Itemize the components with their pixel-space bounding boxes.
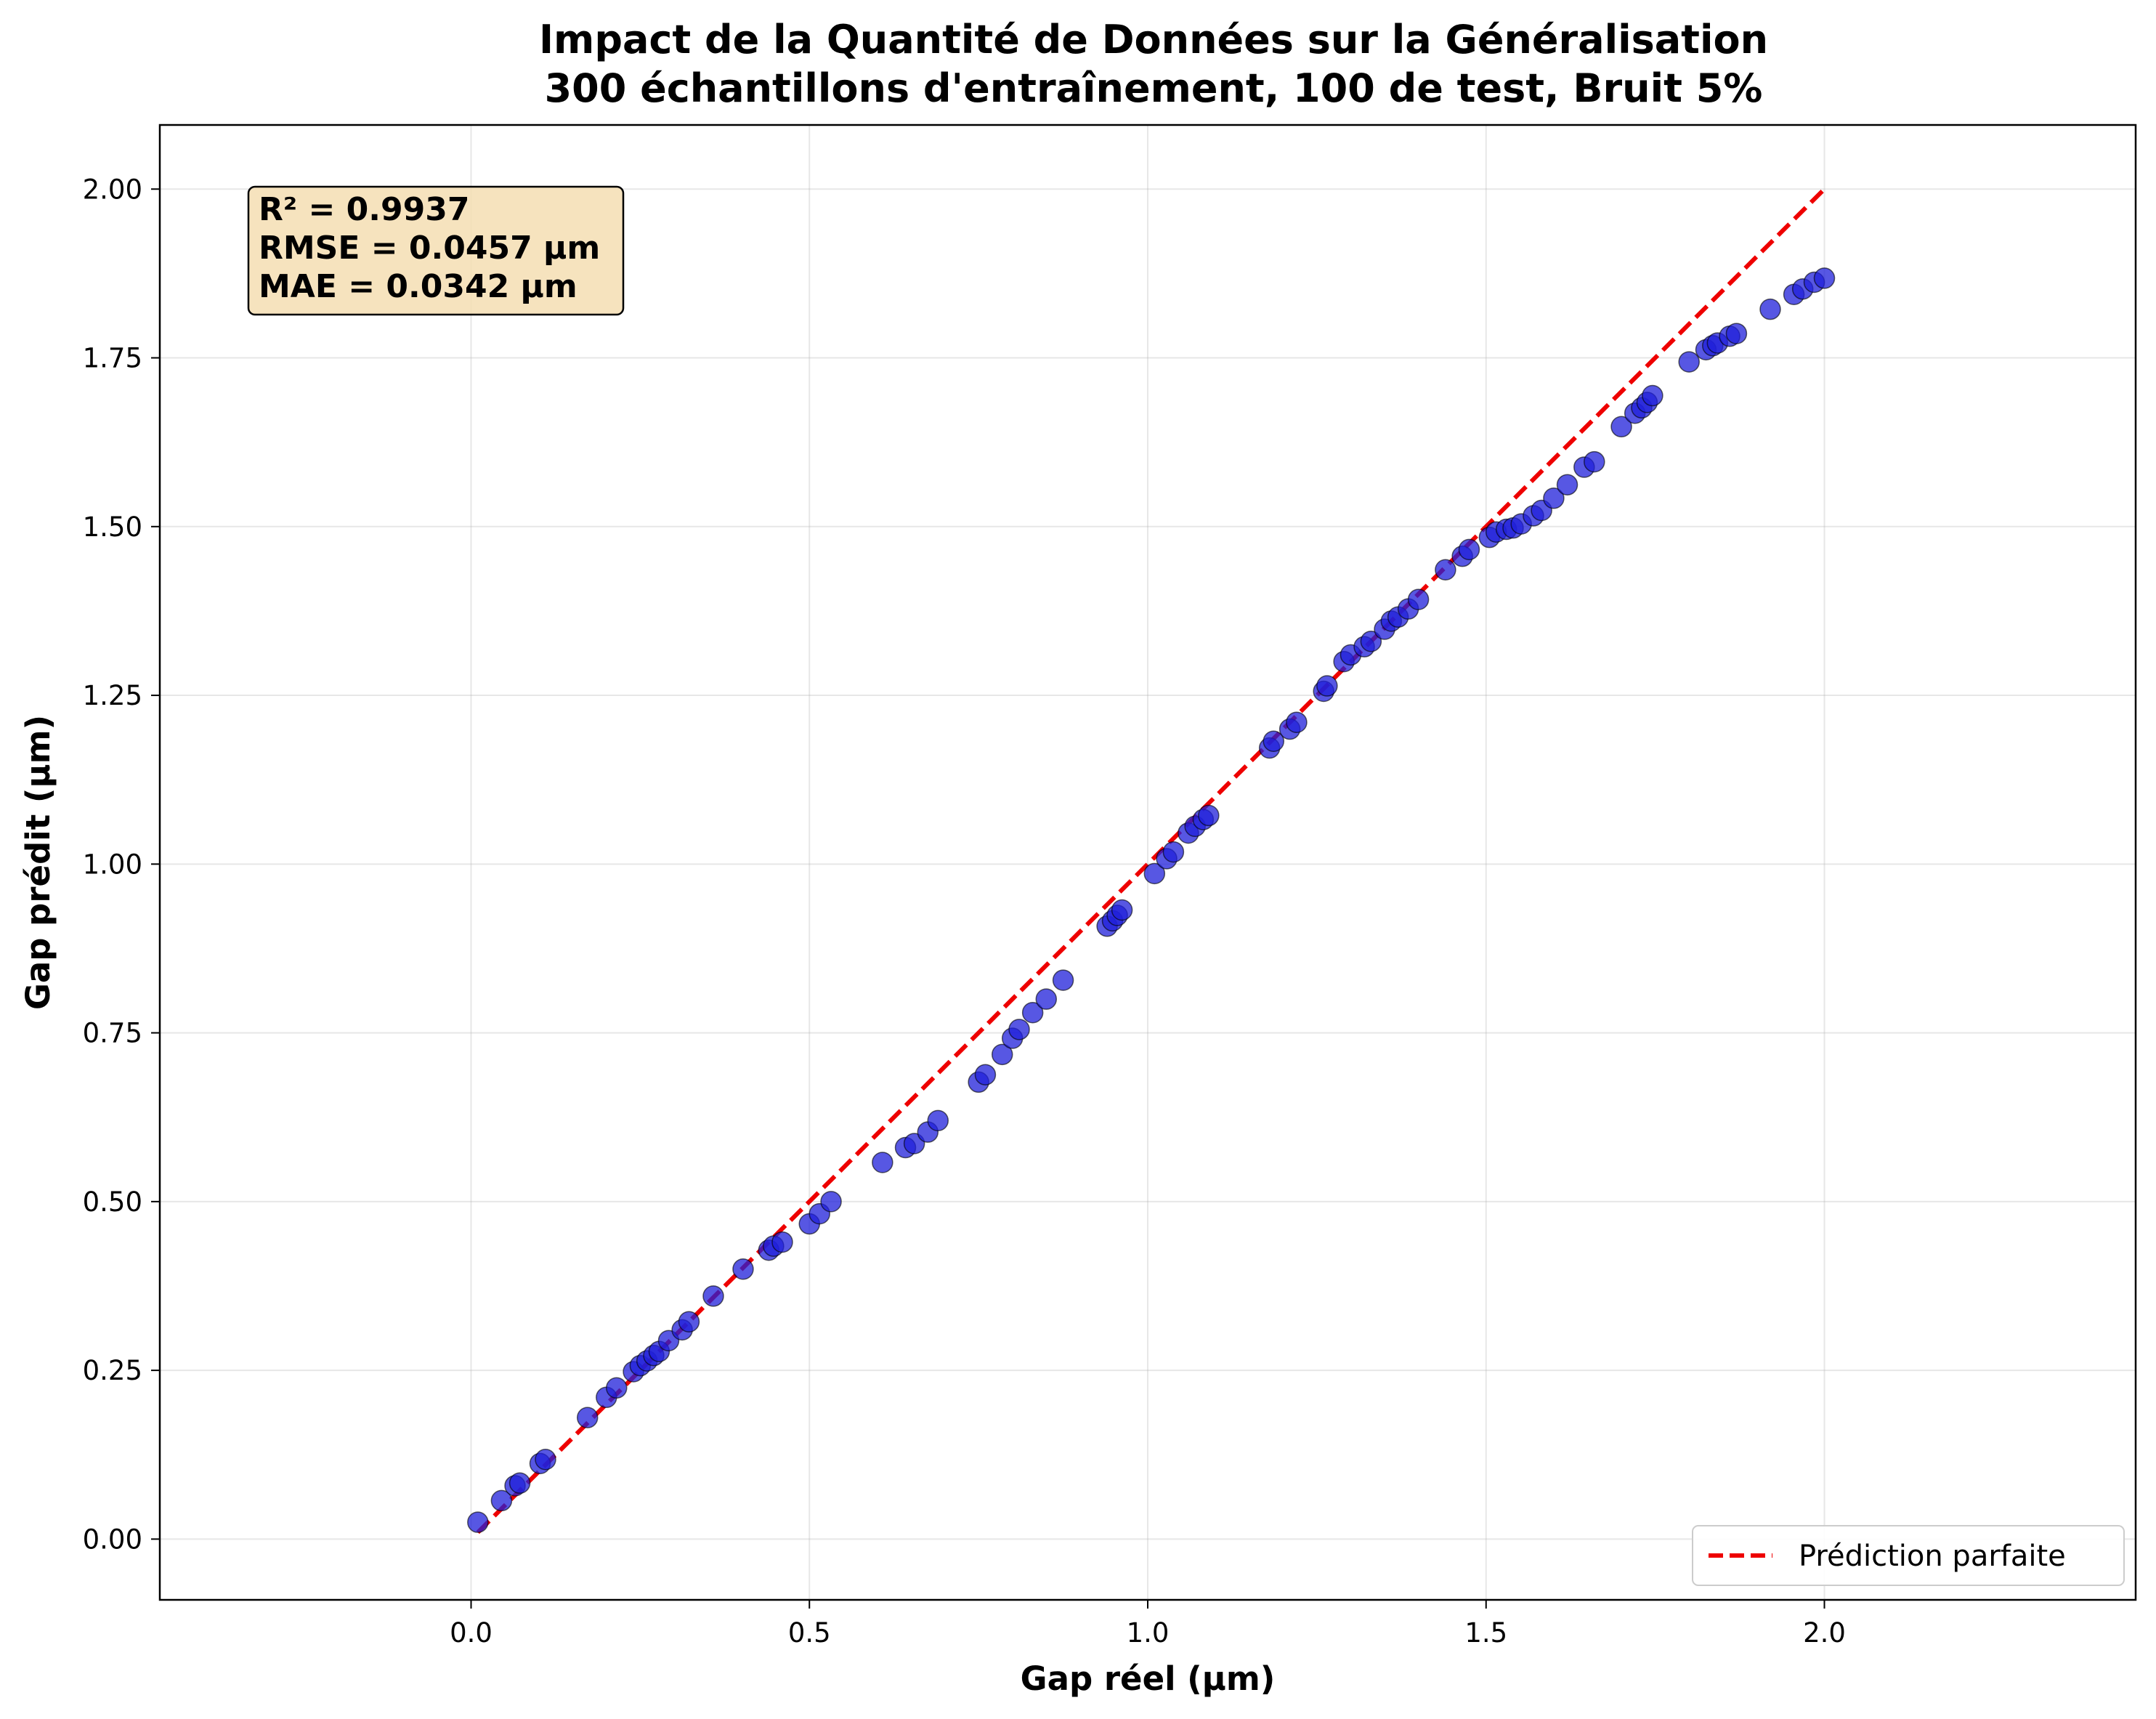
y-tick-label: 0.25 — [83, 1355, 142, 1386]
legend: Prédiction parfaite — [1692, 1525, 2125, 1586]
y-tick-label: 1.00 — [83, 849, 142, 880]
x-tick-label: 0.5 — [788, 1617, 831, 1649]
x-tick-label: 1.0 — [1127, 1617, 1170, 1649]
data-point — [1584, 450, 1605, 473]
data-point — [1035, 988, 1058, 1010]
legend-box — [1692, 1525, 2125, 1586]
data-point — [1198, 804, 1220, 827]
y-tick-label: 2.00 — [83, 174, 142, 205]
chart-subtitle: 300 échantillons d'entraînement, 100 de … — [545, 65, 1763, 111]
data-point — [974, 1064, 997, 1085]
stats-mae: MAE = 0.0342 µm — [259, 268, 578, 305]
data-point — [678, 1311, 700, 1332]
legend-label: Prédiction parfaite — [1799, 1540, 2066, 1573]
data-point — [1759, 298, 1781, 320]
data-point — [508, 1472, 531, 1494]
data-point — [606, 1377, 628, 1399]
data-point — [1360, 630, 1382, 652]
grid — [160, 125, 2136, 1600]
data-point — [1610, 416, 1632, 438]
y-tick-label: 1.50 — [83, 511, 142, 543]
stats-box-background — [247, 185, 625, 316]
data-point — [1556, 474, 1578, 496]
y-tick-label: 1.25 — [83, 680, 142, 711]
data-point — [872, 1152, 893, 1173]
data-point — [820, 1191, 842, 1213]
data-point — [576, 1407, 599, 1428]
data-point — [1263, 730, 1285, 752]
data-point — [1642, 384, 1663, 407]
y-axis-label: Gap prédit (µm) — [19, 715, 57, 1010]
x-axis-label: Gap réel (µm) — [1021, 1659, 1276, 1698]
data-point — [991, 1043, 1013, 1066]
data-point — [1143, 862, 1166, 885]
y-axis-ticks: 0.00 0.25 0.50 0.75 1.00 1.25 1.50 1.75 2.00 — [83, 174, 160, 1555]
chart-title: Impact de la Quantité de Données sur la … — [539, 17, 1768, 62]
stats-box: R² = 0.9937 RMSE = 0.0457 µm MAE = 0.034… — [247, 185, 625, 316]
y-tick-label: 0.75 — [83, 1018, 142, 1049]
x-axis-ticks: 0.0 0.5 1.0 1.5 2.0 — [450, 1600, 1846, 1649]
data-point — [927, 1109, 949, 1132]
data-point — [732, 1258, 754, 1280]
stats-rmse: RMSE = 0.0457 µm — [259, 230, 600, 267]
reference-line-layer — [476, 187, 1826, 1534]
perfect-prediction-line — [476, 187, 1826, 1534]
data-point — [1111, 899, 1133, 921]
x-tick-label: 0.0 — [450, 1617, 493, 1649]
data-point — [1543, 488, 1565, 509]
stats-r2: R² = 0.9937 — [259, 191, 469, 228]
y-tick-label: 1.75 — [83, 343, 142, 374]
data-point — [1725, 323, 1748, 344]
data-point — [535, 1449, 556, 1471]
data-point — [1021, 1001, 1044, 1024]
data-point — [1008, 1019, 1030, 1040]
data-point — [1435, 559, 1456, 581]
data-point — [1052, 969, 1074, 991]
data-point — [771, 1231, 793, 1253]
data-point — [490, 1489, 513, 1512]
data-point — [1813, 267, 1836, 289]
data-point — [1678, 351, 1700, 373]
data-point — [1458, 538, 1480, 561]
y-tick-label: 0.50 — [83, 1186, 142, 1218]
data-point — [1286, 711, 1308, 733]
x-tick-label: 2.0 — [1803, 1617, 1846, 1649]
data-point — [702, 1285, 724, 1307]
y-tick-label: 0.00 — [83, 1524, 142, 1555]
data-point — [467, 1511, 489, 1533]
data-point — [1316, 675, 1338, 697]
data-points — [467, 267, 1836, 1533]
data-point — [1407, 588, 1430, 610]
x-tick-label: 1.5 — [1464, 1617, 1507, 1649]
data-point — [1162, 841, 1185, 863]
